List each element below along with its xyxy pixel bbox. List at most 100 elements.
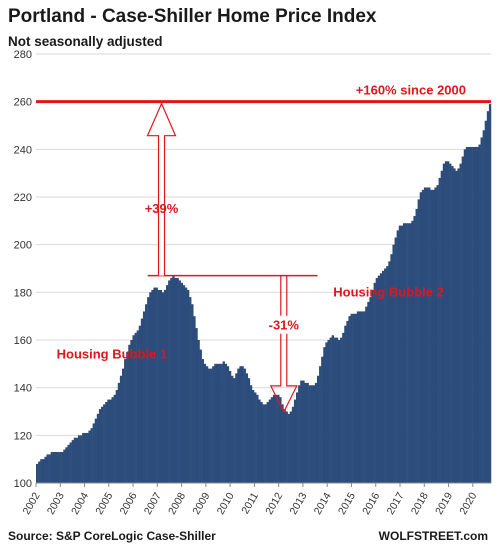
bar <box>159 289 163 483</box>
bar <box>38 461 41 483</box>
bar <box>365 306 368 483</box>
source-note: Source: S&P CoreLogic Case-Shiller <box>8 529 216 543</box>
bar <box>377 275 381 483</box>
bar <box>293 399 297 483</box>
bar <box>247 378 251 483</box>
bar <box>394 237 397 483</box>
bar <box>373 282 376 483</box>
bar <box>411 220 414 483</box>
bar <box>184 287 188 483</box>
bar <box>283 409 286 483</box>
bar <box>398 225 402 483</box>
bar <box>197 340 200 483</box>
bar <box>90 428 93 483</box>
bar <box>207 368 211 483</box>
bar <box>77 435 81 483</box>
bar <box>163 289 167 483</box>
bar <box>233 378 236 483</box>
bar <box>86 432 89 483</box>
x-tick-label: 2016 <box>360 490 382 516</box>
bar <box>239 366 242 483</box>
bar <box>480 137 483 484</box>
increase-label: +39% <box>145 201 179 216</box>
bar <box>195 328 198 483</box>
bar <box>48 454 51 483</box>
bar <box>153 287 156 483</box>
bar <box>291 406 295 483</box>
x-tick-label: 2011 <box>239 490 261 516</box>
bar <box>361 311 364 483</box>
bar <box>298 385 301 483</box>
bar <box>186 289 190 483</box>
bar <box>266 401 269 483</box>
bar <box>316 375 320 483</box>
bar <box>44 456 47 483</box>
bar <box>149 292 152 483</box>
bar <box>367 301 370 483</box>
bar <box>438 177 441 483</box>
bar <box>478 144 481 483</box>
bar <box>228 370 232 483</box>
bar <box>465 146 469 483</box>
bar <box>168 280 171 483</box>
bar <box>348 316 351 483</box>
y-tick-label: 160 <box>14 335 32 347</box>
bar <box>65 447 68 483</box>
bar <box>352 313 355 483</box>
bar <box>388 261 391 483</box>
x-tick-label: 2012 <box>263 490 285 516</box>
bar <box>400 225 404 483</box>
bar <box>40 459 43 483</box>
bar <box>312 385 316 483</box>
bar <box>117 382 121 483</box>
bar <box>128 344 131 483</box>
bar <box>212 366 215 483</box>
bar <box>130 340 133 483</box>
bar <box>205 366 209 483</box>
bar <box>453 168 456 483</box>
bar <box>157 289 160 483</box>
bar <box>436 185 439 483</box>
bar <box>201 359 204 483</box>
bar <box>176 278 179 483</box>
bar <box>413 216 416 483</box>
bar <box>42 459 45 483</box>
chart-title: Portland - Case-Shiller Home Price Index <box>8 6 377 27</box>
bar <box>214 363 217 483</box>
bar <box>323 347 326 483</box>
bar <box>226 366 230 483</box>
x-tick-label: 2005 <box>93 490 115 516</box>
bar <box>415 208 418 484</box>
y-tick-label: 180 <box>14 287 32 299</box>
bar <box>94 418 98 483</box>
bar <box>405 223 408 483</box>
bar <box>119 375 123 483</box>
bar <box>63 449 66 483</box>
bar <box>224 363 228 483</box>
bar <box>245 373 249 483</box>
bar <box>36 463 39 483</box>
bar <box>390 254 393 483</box>
bar <box>132 335 135 483</box>
bar <box>434 187 437 483</box>
bar <box>69 442 72 483</box>
bar <box>417 199 420 483</box>
bar <box>111 397 114 483</box>
bar <box>254 392 257 483</box>
y-tick-label: 140 <box>14 383 32 395</box>
bar <box>457 168 460 483</box>
bar <box>379 273 383 483</box>
bar <box>371 289 374 483</box>
bar <box>71 440 74 483</box>
bar <box>314 382 318 483</box>
bar <box>243 368 246 483</box>
bar <box>270 397 274 483</box>
bubble-2-label: Housing Bubble 2 <box>333 284 444 299</box>
bar <box>319 366 322 483</box>
x-tick-label: 2010 <box>215 490 237 516</box>
bar <box>73 437 77 483</box>
decrease-label: -31% <box>269 318 300 333</box>
bar <box>199 349 202 483</box>
bar <box>249 385 253 483</box>
bar <box>419 192 423 484</box>
